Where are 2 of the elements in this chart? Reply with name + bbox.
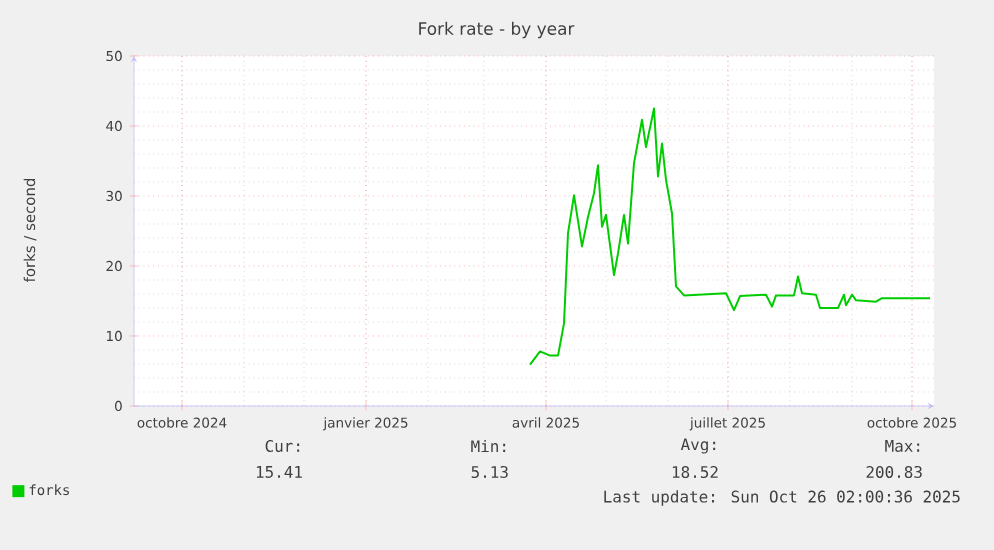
chart-title: Fork rate - by year xyxy=(419,21,575,39)
line-series xyxy=(529,107,932,366)
